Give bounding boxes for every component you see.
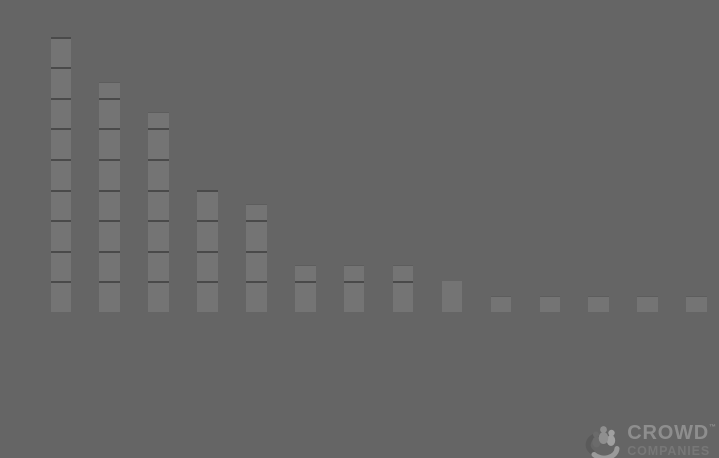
bar-block: [295, 281, 316, 312]
bar-block: [197, 281, 218, 312]
bar-block: [99, 220, 120, 251]
bar-block: [197, 189, 218, 221]
bar-block: [99, 159, 120, 190]
half-block: [246, 204, 267, 221]
bar-block: [50, 67, 71, 98]
bar-block: [343, 281, 365, 312]
bar-block: [50, 97, 71, 129]
bar-9: [441, 281, 463, 312]
logo-text: CROWD™ COMPANIES: [627, 423, 716, 458]
bar-block: [441, 281, 463, 312]
bar-block: [197, 250, 218, 282]
bar-block: [392, 281, 414, 312]
bar-12: [588, 296, 609, 312]
bar-block: [148, 159, 169, 190]
bar-8: [392, 265, 414, 312]
bar-block: [50, 189, 71, 221]
half-block: [99, 81, 120, 98]
bar-5: [246, 204, 267, 312]
logo-wordmark: CROWD™: [627, 421, 716, 444]
bar-block: [50, 250, 71, 282]
bar-14: [686, 296, 707, 312]
bar-block: [148, 250, 169, 282]
logo-subtext: COMPANIES: [627, 443, 711, 458]
bar-1: [50, 36, 71, 312]
bar-block: [50, 220, 71, 251]
bar-6: [295, 265, 316, 312]
crowd-companies-logo: CROWD™ COMPANIES: [584, 423, 716, 458]
half-block: [588, 296, 609, 312]
bar-block: [99, 281, 120, 312]
half-block: [392, 265, 414, 282]
bar-block: [246, 220, 267, 251]
bar-block: [99, 250, 120, 282]
bar-11: [539, 296, 560, 312]
half-block: [148, 112, 169, 129]
bar-3: [148, 112, 169, 312]
bar-block: [246, 250, 267, 282]
half-block: [490, 296, 512, 312]
bar-block: [50, 36, 71, 68]
half-block: [686, 296, 707, 312]
half-block: [295, 265, 316, 282]
bar-block: [148, 189, 169, 221]
bar-block: [50, 159, 71, 190]
bar-block: [99, 128, 120, 160]
bar-block: [197, 220, 218, 251]
bar-block: [148, 220, 169, 251]
bar-4: [197, 189, 218, 312]
crowd-companies-people-ring-icon: [585, 426, 620, 458]
bar-block: [246, 281, 267, 312]
bar-block: [50, 281, 71, 312]
bar-block: [99, 189, 120, 221]
half-block: [343, 265, 365, 282]
bar-block: [50, 128, 71, 160]
half-block: [539, 296, 560, 312]
bar-block: [148, 281, 169, 312]
bar-7: [343, 265, 365, 312]
bar-2: [99, 81, 120, 312]
bar-13: [637, 296, 658, 312]
half-block: [637, 296, 658, 312]
bar-block: [148, 128, 169, 160]
bar-10: [490, 296, 512, 312]
bar-block: [99, 97, 120, 129]
trademark-symbol: ™: [709, 423, 716, 431]
